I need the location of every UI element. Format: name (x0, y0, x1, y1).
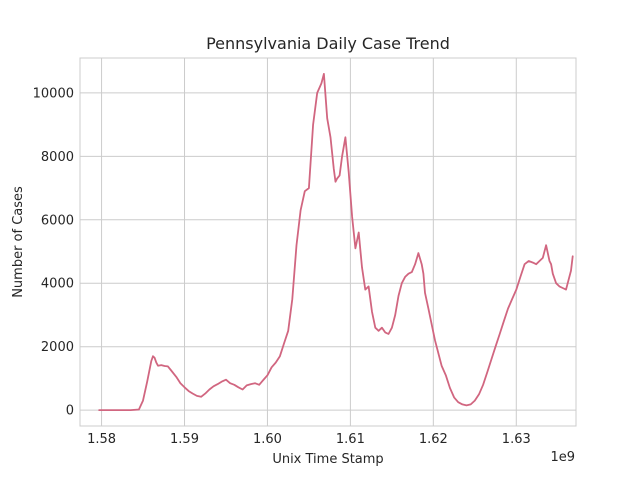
x-tick-label: 1.58 (87, 432, 116, 447)
y-tick-label: 4000 (41, 277, 74, 292)
grid-lines (80, 58, 576, 426)
x-axis-offset-label: 1e9 (550, 450, 575, 465)
y-tick-label: 2000 (41, 340, 74, 355)
series-line-daily-cases (98, 73, 574, 412)
plot-frame (79, 57, 577, 427)
x-tick-label: 1.60 (253, 432, 282, 447)
tick-labels: 1.58 1.59 1.60 1.61 1.62 1.63 0 2000 4000 6000 800… (33, 86, 531, 447)
y-tick-label: 8000 (41, 150, 74, 165)
y-axis-label: Number of Cases (11, 186, 26, 298)
chart-title: Pennsylvania Daily Case Trend (206, 34, 450, 53)
x-tick-label: 1.62 (419, 432, 448, 447)
x-tick-label: 1.61 (336, 432, 365, 447)
x-tick-label: 1.59 (170, 432, 199, 447)
y-tick-label: 0 (66, 404, 74, 419)
x-tick-label: 1.63 (502, 432, 531, 447)
y-tick-label: 10000 (33, 86, 74, 101)
series-layer (98, 73, 574, 412)
x-axis-label: Unix Time Stamp (272, 452, 383, 467)
y-tick-label: 6000 (41, 213, 74, 228)
